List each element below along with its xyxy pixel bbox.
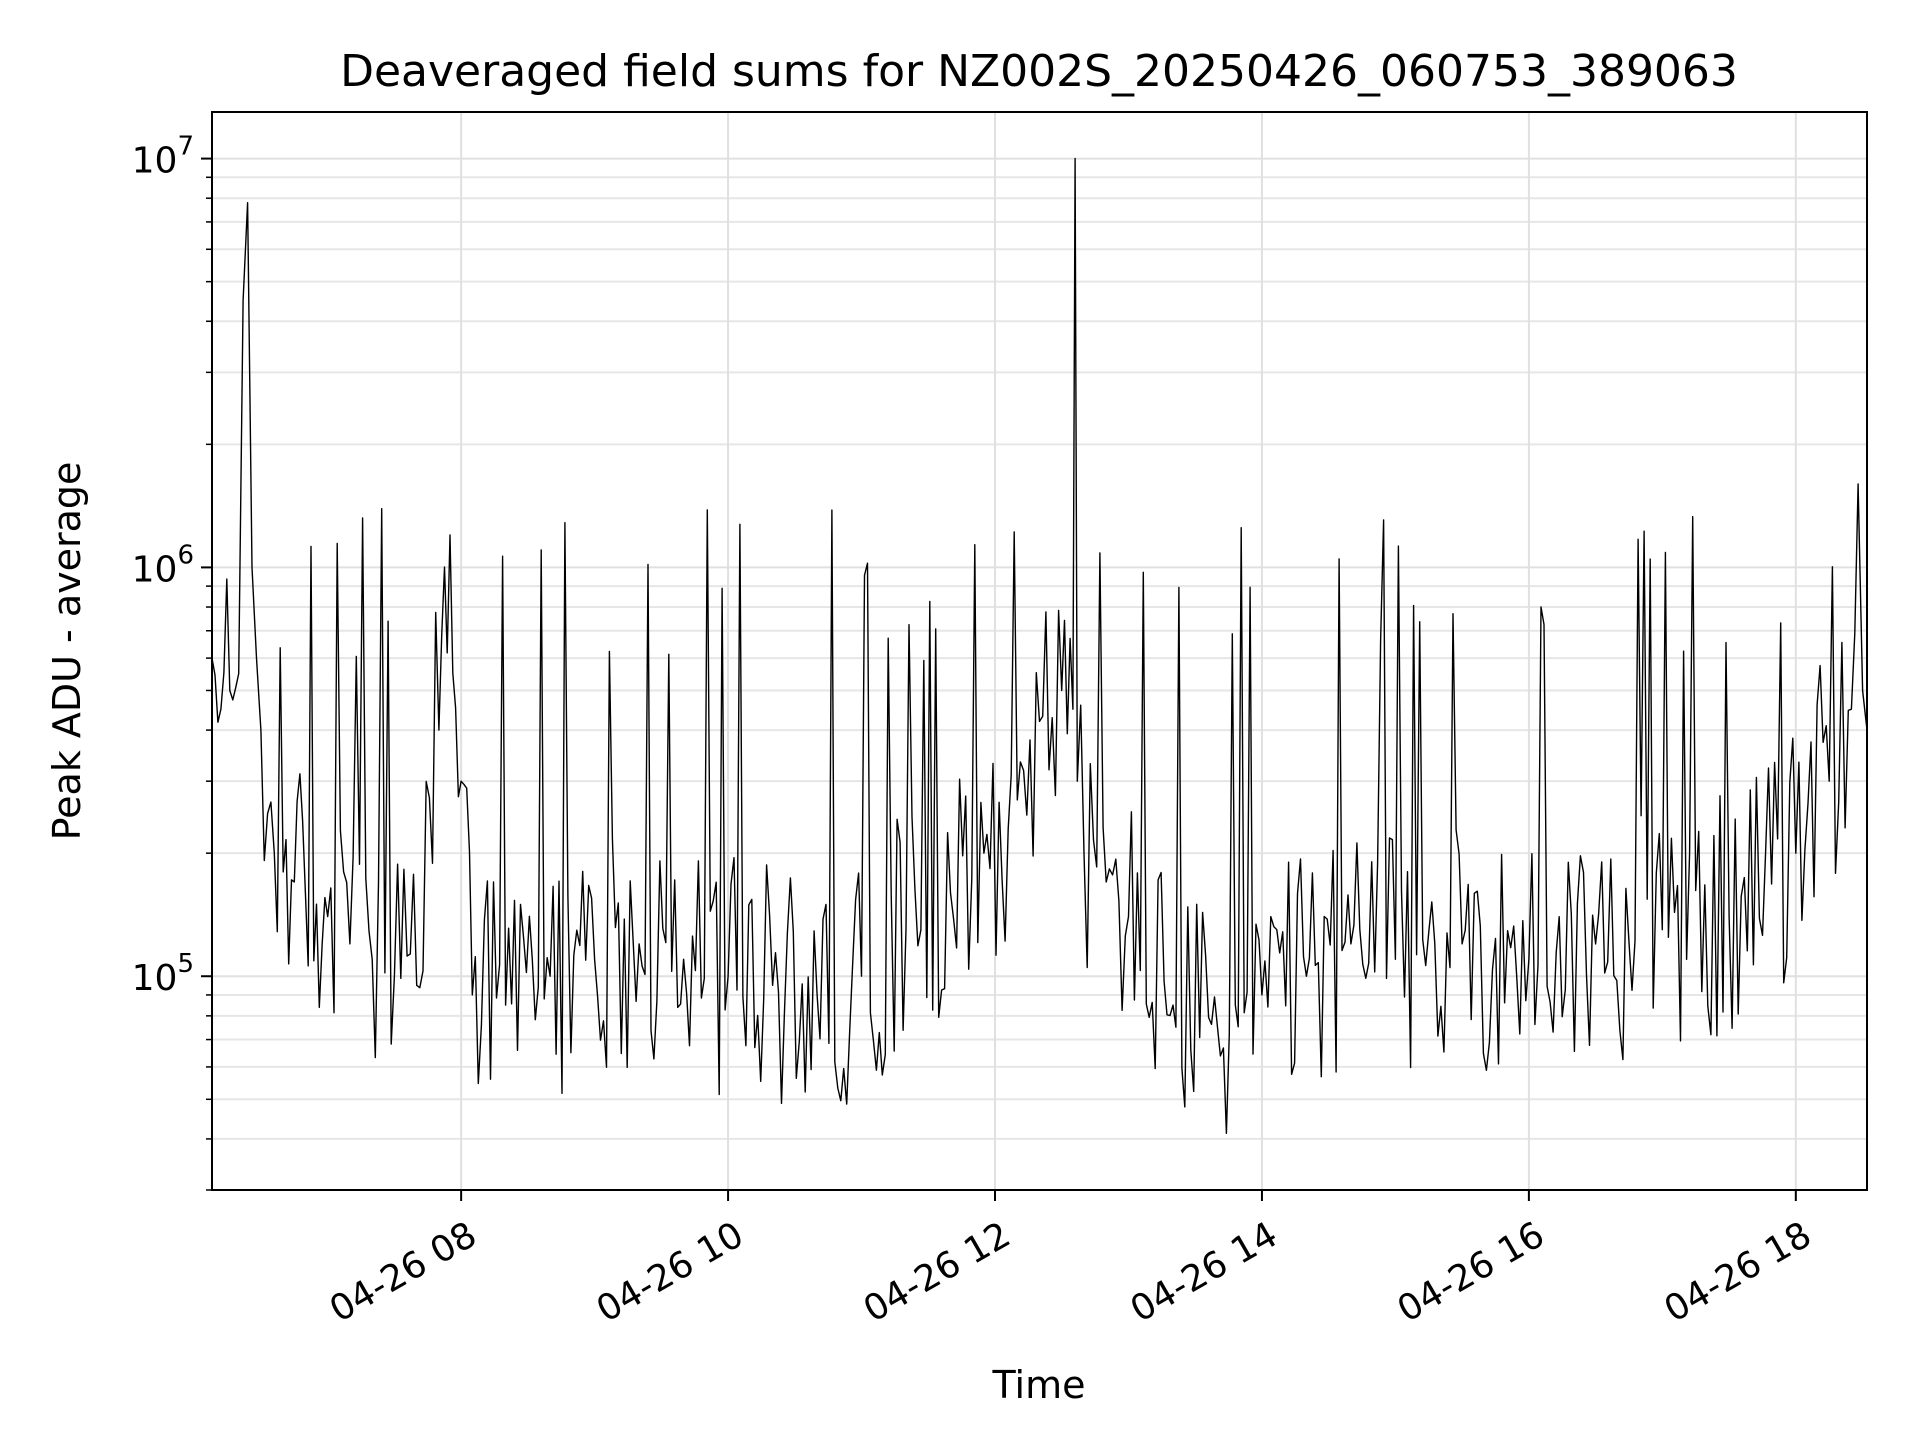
- y-tick-label: 107: [132, 132, 194, 182]
- grid-major: [212, 112, 1867, 1190]
- series-layer: [212, 157, 1867, 1134]
- series-line: [212, 157, 1867, 1134]
- grid-minor: [212, 176, 1867, 1191]
- y-axis-label: Peak ADU - average: [45, 462, 89, 841]
- x-axis-label: Time: [992, 1363, 1086, 1407]
- chart-title: Deaveraged field sums for NZ002S_2025042…: [340, 46, 1738, 97]
- y-tick-label: 105: [132, 949, 194, 999]
- y-tick-label: 106: [132, 540, 194, 590]
- y-axis-ticks: 105 106 107: [132, 132, 212, 1191]
- plot-frame: [211, 111, 1868, 1191]
